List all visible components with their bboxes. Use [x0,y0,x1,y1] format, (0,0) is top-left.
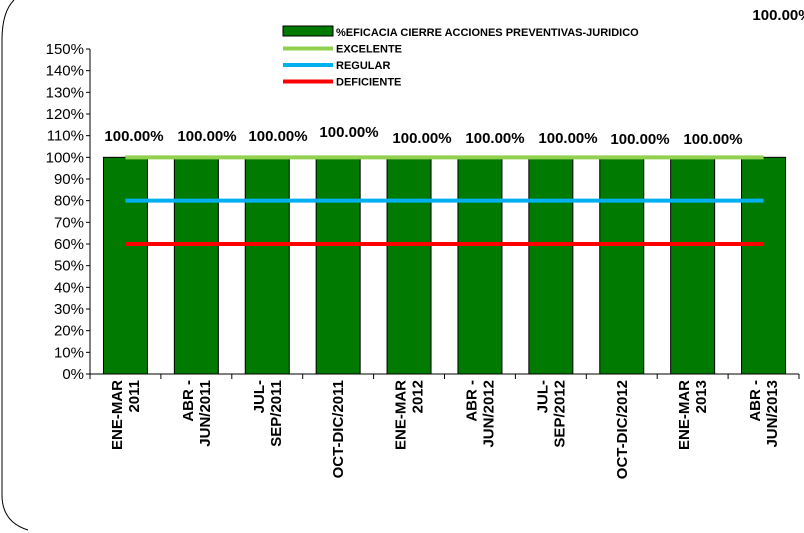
category-label: JUL- [251,380,268,413]
y-tick-label: 120% [46,106,84,123]
category-label: 2011 [126,380,143,413]
bar [599,156,645,375]
data-label: 100.00% [392,130,451,147]
bar [457,156,503,375]
category-label: SEP/2012 [551,380,568,448]
bar [315,156,361,375]
category-label: ABR - [180,380,197,422]
y-tick-label: 80% [54,193,84,210]
category-label: JUN/2011 [197,380,214,447]
category-label: JUN/2012 [480,380,497,448]
category-label: ABR - [747,380,764,422]
bar [386,156,432,375]
category-label: ENE-MAR [676,380,693,450]
y-tick-label: 40% [54,279,84,296]
y-tick-label: 50% [54,258,84,275]
y-tick-label: 0% [62,366,84,383]
legend-swatch [282,25,334,37]
y-tick-label: 90% [54,171,84,188]
category-label: JUN/2013 [764,380,781,448]
bar [173,156,219,375]
y-tick-label: 150% [46,41,84,58]
chart-border [1,0,29,531]
legend-label: REGULAR [336,60,390,72]
y-tick-label: 30% [54,301,84,318]
y-tick-label: 10% [54,344,84,361]
y-tick-label: 140% [46,63,84,80]
category-label: SEP/2011 [268,380,285,447]
y-tick-label: 20% [54,323,84,340]
y-tick-label: 110% [47,128,84,145]
bar [741,156,787,375]
category-label: ENE-MAR [393,380,410,450]
y-tick-label: 60% [54,236,84,253]
category-label: JUL- [534,380,551,413]
category-label: ABR - [463,380,480,422]
category-label: 2012 [410,380,427,413]
category-label: ENE-MAR [109,380,126,450]
data-label: 100.00% [104,128,163,145]
y-tick-label: 70% [54,214,84,231]
legend-label: DEFICIENTE [336,77,401,89]
legend-label: EXCELENTE [336,44,402,56]
data-label: 100.00% [683,131,742,148]
data-label: 100.00% [177,128,236,145]
data-label: 100.00% [248,128,307,145]
data-label: 100.00% [610,131,669,148]
data-label: 100.00% [319,124,378,141]
category-label: 2013 [693,380,710,413]
y-tick-label: 100% [46,149,84,166]
data-label: 100.00% [752,7,804,24]
category-label: OCT-DIC/2011 [330,380,347,478]
bar [244,156,290,375]
data-label: 100.00% [538,130,597,147]
bar [528,156,574,375]
legend-label: %EFICACIA CIERRE ACCIONES PREVENTIVAS-JU… [336,27,639,39]
bar [102,156,148,375]
data-label: 100.00% [465,130,524,147]
bar [670,156,716,375]
category-label: OCT-DIC/2012 [614,380,631,479]
y-tick-label: 130% [46,84,84,101]
